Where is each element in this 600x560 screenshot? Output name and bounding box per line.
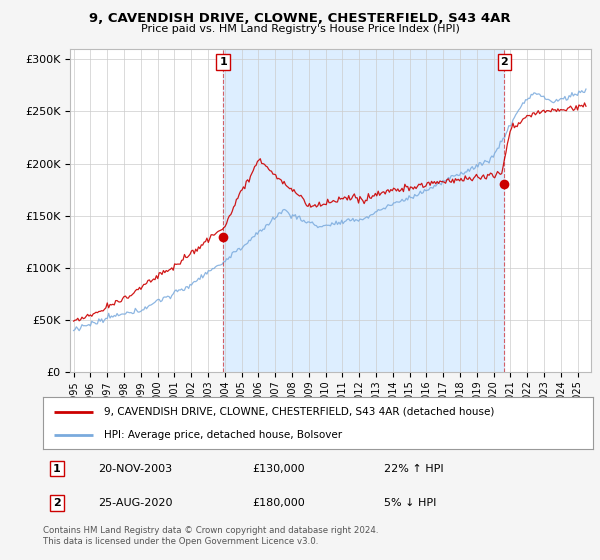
Text: 25-AUG-2020: 25-AUG-2020: [98, 498, 173, 508]
Bar: [223, 49, 505, 372]
Text: 1: 1: [53, 464, 61, 474]
Text: 5% ↓ HPI: 5% ↓ HPI: [384, 498, 436, 508]
Text: Contains HM Land Registry data © Crown copyright and database right 2024.
This d: Contains HM Land Registry data © Crown c…: [43, 526, 379, 546]
Text: 9, CAVENDISH DRIVE, CLOWNE, CHESTERFIELD, S43 4AR: 9, CAVENDISH DRIVE, CLOWNE, CHESTERFIELD…: [89, 12, 511, 25]
Text: £180,000: £180,000: [252, 498, 305, 508]
Text: 9, CAVENDISH DRIVE, CLOWNE, CHESTERFIELD, S43 4AR (detached house): 9, CAVENDISH DRIVE, CLOWNE, CHESTERFIELD…: [104, 407, 494, 417]
Text: 2: 2: [53, 498, 61, 508]
Text: 2: 2: [500, 57, 508, 67]
Text: 1: 1: [219, 57, 227, 67]
Text: Price paid vs. HM Land Registry's House Price Index (HPI): Price paid vs. HM Land Registry's House …: [140, 24, 460, 34]
Text: 20-NOV-2003: 20-NOV-2003: [98, 464, 172, 474]
Text: 22% ↑ HPI: 22% ↑ HPI: [384, 464, 443, 474]
Text: £130,000: £130,000: [252, 464, 305, 474]
Text: HPI: Average price, detached house, Bolsover: HPI: Average price, detached house, Bols…: [104, 430, 342, 440]
